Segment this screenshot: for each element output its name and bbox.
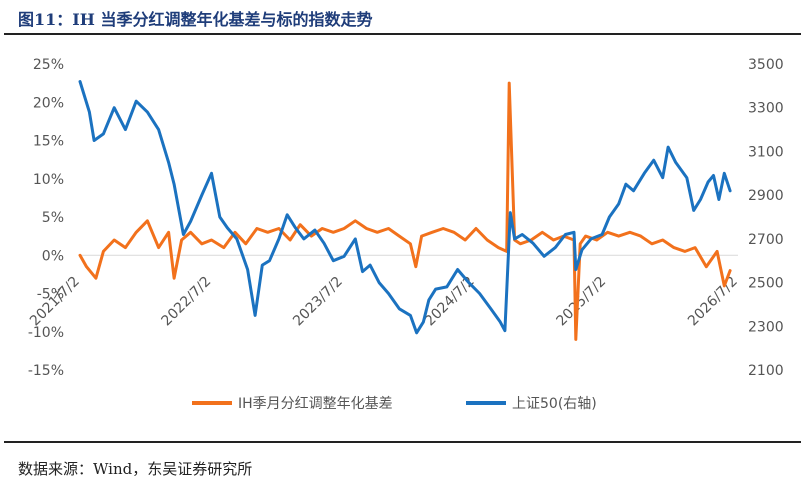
x-axis-tick-label: 2025/7/2: [554, 274, 610, 330]
right-axis-tick-label: 2900: [748, 188, 784, 204]
left-axis-tick-label: -15%: [28, 363, 64, 379]
right-axis-tick-label: 3300: [748, 101, 784, 117]
right-axis-tick-label: 2500: [748, 276, 784, 292]
right-axis-tick-label: 2300: [748, 319, 784, 335]
right-axis-tick-label: 2700: [748, 232, 784, 248]
series-layer: [78, 80, 732, 341]
index-series-line: [78, 80, 732, 335]
x-axis-tick-label: 2023/7/2: [290, 274, 346, 330]
left-axis-tick-label: -5%: [37, 287, 64, 303]
left-axis-tick-label: -10%: [28, 325, 64, 341]
left-axis-tick-label: 15%: [33, 134, 64, 150]
x-axis-tick-label: 2022/7/2: [159, 273, 215, 329]
left-axis-tick-label: 20%: [33, 95, 64, 111]
left-axis-tick-label: 0%: [42, 248, 64, 264]
top-rule: [4, 33, 801, 35]
figure-title: 图11：IH 当季分红调整年化基差与标的指数走势: [18, 10, 373, 29]
left-axis-ticks: 25% 20% 15% 10% 5% 0% -5% -10% -15%: [28, 57, 64, 379]
basis-and-index-chart: 25% 20% 15% 10% 5% 0% -5% -10% -15% 3500 3300 3100…: [27, 57, 784, 412]
left-axis-tick-label: 25%: [33, 57, 64, 73]
x-axis-ticks: 2021/7/2 2022/7/2 2023/7/2 2024/7/2 2025/7/2…: [27, 273, 741, 329]
bottom-rule: [4, 441, 801, 443]
x-axis-tick-label: 2021/7/2: [27, 274, 83, 330]
legend-basis-label: IH季月分红调整年化基差: [238, 395, 393, 412]
right-axis-tick-label: 3100: [748, 144, 784, 160]
right-axis-tick-label: 3500: [748, 57, 784, 73]
source-note: 数据来源：Wind，东吴证券研究所: [18, 460, 253, 478]
right-axis-ticks: 3500 3300 3100 2900 2700 2500 2300 2100: [748, 57, 784, 379]
left-axis-tick-label: 5%: [42, 210, 64, 226]
x-axis-tick-label: 2026/7/2: [685, 274, 741, 330]
legend-index-label: 上证50(右轴): [512, 396, 597, 412]
basis-series-line: [78, 81, 732, 341]
right-axis-tick-label: 2100: [748, 363, 784, 379]
legend: IH季月分红调整年化基差 上证50(右轴): [192, 395, 597, 412]
left-axis-tick-label: 10%: [33, 172, 64, 188]
